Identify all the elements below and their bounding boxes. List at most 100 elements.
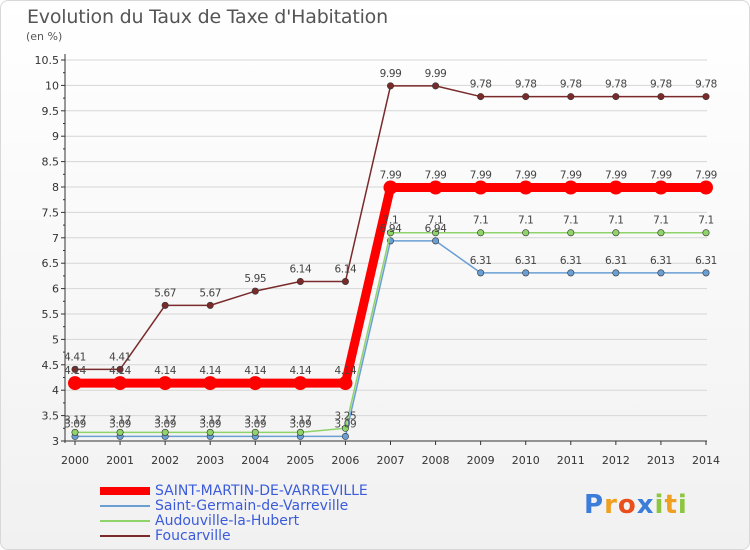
x-tick-label: 2001 [106, 454, 134, 467]
data-point [702, 269, 710, 277]
legend-label: Foucarville [155, 528, 231, 544]
data-point [432, 229, 440, 237]
data-point [612, 229, 620, 237]
data-point [341, 277, 349, 285]
data-label: 7.1 [383, 215, 399, 227]
y-tick-label: 10 [45, 79, 59, 92]
legend-swatch [100, 535, 150, 537]
x-tick-label: 2002 [151, 454, 179, 467]
data-label: 6.31 [695, 255, 717, 267]
y-tick-label: 3.5 [42, 410, 60, 423]
series-line [75, 240, 706, 438]
data-label: 3.17 [244, 414, 266, 426]
data-label: 9.99 [425, 68, 447, 80]
data-point [608, 180, 623, 195]
x-tick-label: 2005 [286, 454, 314, 467]
data-point [71, 428, 79, 436]
data-label: 6.94 [380, 223, 402, 235]
data-point [477, 269, 485, 277]
data-point [567, 229, 575, 237]
y-tick-label: 7.5 [42, 206, 60, 219]
data-point [383, 180, 398, 195]
data-point [386, 82, 394, 90]
data-point [161, 301, 169, 309]
data-label: 3.25 [335, 410, 357, 422]
data-point [161, 428, 169, 436]
data-label: 7.1 [473, 215, 489, 227]
y-tick-label: 4 [52, 384, 59, 397]
y-tick-label: 9.5 [42, 105, 60, 118]
data-label: 5.95 [244, 273, 266, 285]
data-point [702, 93, 710, 101]
y-tick-label: 7 [52, 232, 59, 245]
data-point [68, 376, 82, 391]
data-label: 3.17 [199, 414, 221, 426]
data-label: 3.17 [154, 414, 176, 426]
data-label: 7.99 [470, 170, 492, 182]
legend-swatch [100, 487, 150, 495]
data-label: 6.14 [289, 263, 311, 275]
data-point [563, 180, 578, 195]
data-point [657, 93, 665, 101]
data-label: 7.1 [563, 215, 579, 227]
data-point [113, 376, 128, 391]
data-label: 7.1 [608, 215, 624, 227]
legend-label: Saint-Germain-de-Varreville [155, 498, 349, 514]
data-point [612, 269, 620, 277]
data-label: 9.78 [605, 79, 627, 91]
data-point [518, 180, 533, 195]
data-label: 3.09 [289, 418, 311, 430]
data-label: 4.14 [199, 365, 221, 377]
data-point [158, 376, 173, 391]
data-point [296, 277, 304, 285]
data-label: 4.14 [289, 365, 311, 377]
data-label: 7.99 [380, 170, 402, 182]
data-label: 6.31 [605, 255, 627, 267]
data-point [248, 376, 263, 391]
x-tick-label: 2014 [692, 454, 720, 467]
data-point [612, 93, 620, 101]
data-point [477, 93, 485, 101]
data-label: 6.31 [650, 255, 672, 267]
x-tick-label: 2011 [557, 454, 585, 467]
x-tick-label: 2003 [196, 454, 224, 467]
x-tick-label: 2000 [61, 454, 89, 467]
chart-title: Evolution du Taux de Taxe d'Habitation [27, 6, 388, 28]
data-label: 9.78 [515, 79, 537, 91]
data-label: 7.99 [650, 170, 672, 182]
data-label: 9.78 [470, 79, 492, 91]
data-point [71, 365, 79, 373]
data-label: 3.17 [289, 414, 311, 426]
data-point [567, 269, 575, 277]
data-point [699, 180, 713, 195]
data-label: 4.14 [244, 365, 266, 377]
data-label: 7.99 [560, 170, 582, 182]
data-point [432, 82, 440, 90]
y-tick-label: 8.5 [42, 156, 60, 169]
data-point [657, 229, 665, 237]
data-label: 7.99 [515, 170, 537, 182]
data-point [203, 376, 218, 391]
data-label: 4.14 [109, 365, 131, 377]
data-label: 9.99 [380, 68, 402, 80]
data-point [116, 428, 124, 436]
data-point [341, 432, 349, 440]
data-point [428, 180, 443, 195]
data-label: 7.1 [653, 215, 669, 227]
data-label: 5.67 [154, 287, 176, 299]
data-point [653, 180, 668, 195]
data-point [657, 269, 665, 277]
data-label: 7.99 [605, 170, 627, 182]
data-point [206, 428, 214, 436]
x-tick-label: 2008 [422, 454, 450, 467]
legend-label: Audouville-la-Hubert [155, 513, 300, 529]
data-point [296, 428, 304, 436]
data-point [116, 365, 124, 373]
x-tick-label: 2012 [602, 454, 630, 467]
data-label: 4.41 [109, 351, 131, 363]
data-label: 6.31 [560, 255, 582, 267]
chart-subtitle: (en %) [26, 30, 63, 43]
data-label: 7.99 [425, 170, 447, 182]
data-label: 3.09 [64, 418, 86, 430]
